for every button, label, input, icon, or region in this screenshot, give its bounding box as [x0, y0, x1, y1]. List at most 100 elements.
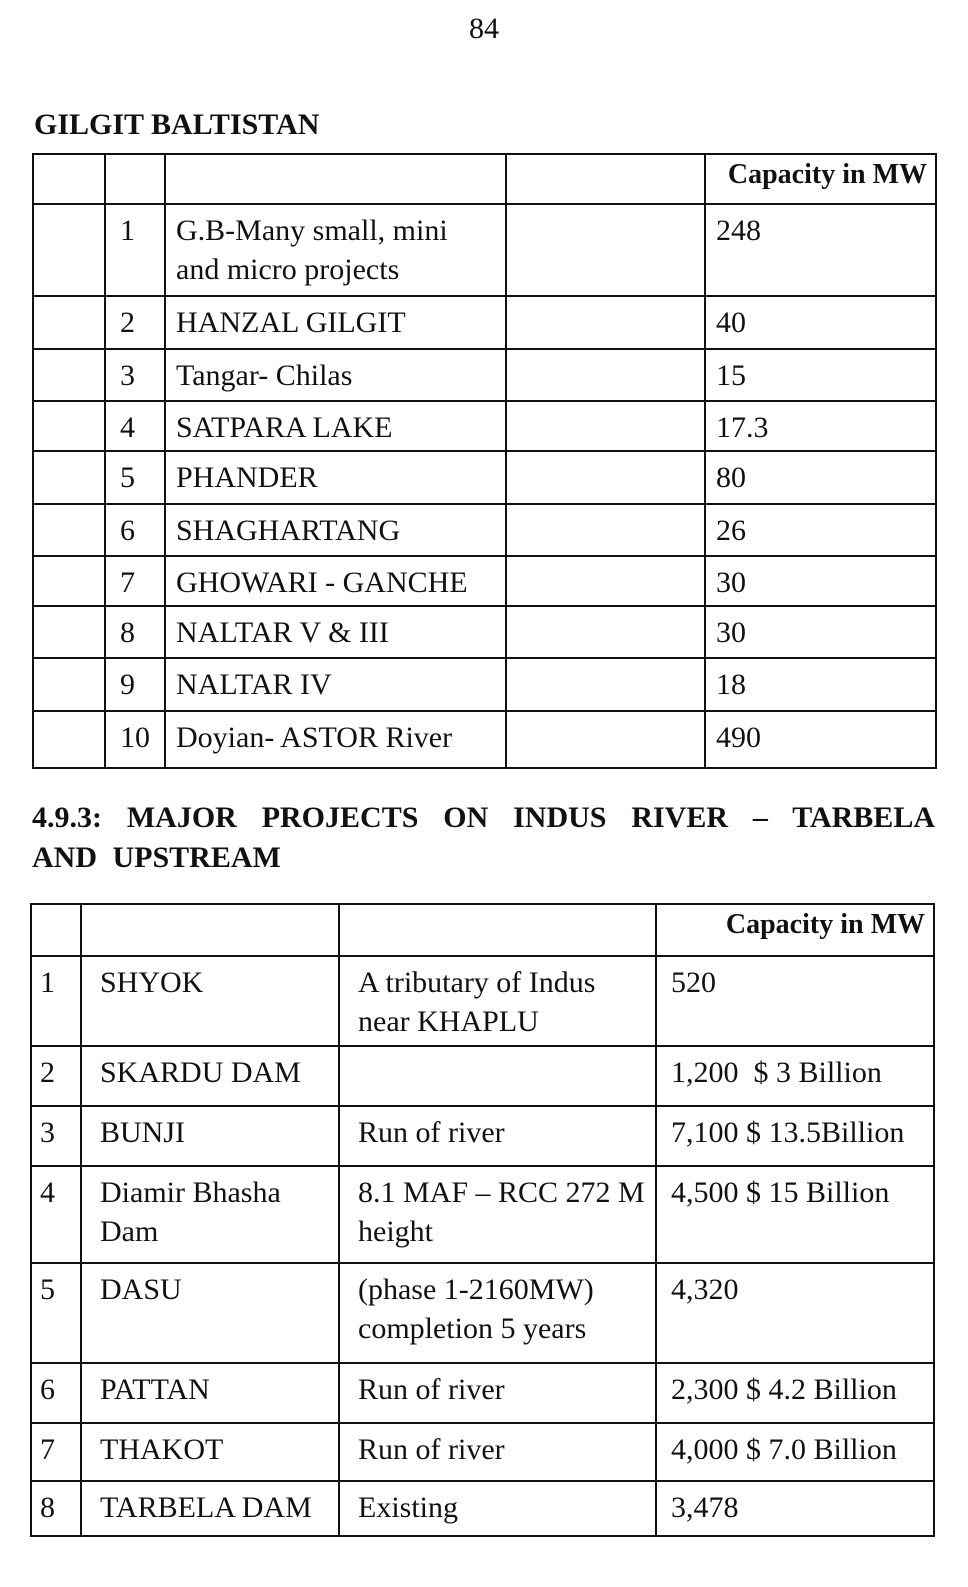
table-row: 4 Diamir Bhasha Dam 8.1 MAF – RCC 272 M …	[30, 1165, 935, 1264]
project-note: (phase 1-2160MW) completion 5 years	[338, 1262, 657, 1364]
table-row: 1 G.B-Many small, mini and micro project…	[32, 203, 937, 297]
project-note	[505, 657, 706, 712]
project-name: Tangar- Chilas	[164, 348, 507, 402]
project-name: SHAGHARTANG	[164, 503, 507, 557]
row-number: 7	[30, 1422, 82, 1482]
blank-cell	[32, 503, 106, 557]
table-row: 6 PATTAN Run of river 2,300 $ 4.2 Billio…	[30, 1362, 935, 1424]
capacity-value: 30	[704, 605, 937, 659]
capacity-value: 40	[704, 295, 937, 350]
row-number: 4	[104, 400, 166, 452]
project-note: Run of river	[338, 1362, 657, 1424]
project-name: SKARDU DAM	[80, 1045, 340, 1107]
row-number: 5	[30, 1262, 82, 1364]
blank-cell	[32, 400, 106, 452]
project-name: DASU	[80, 1262, 340, 1364]
capacity-value: 248	[704, 203, 937, 297]
capacity-value: 17.3	[704, 400, 937, 452]
table-row: 2 SKARDU DAM 1,200 $ 3 Billion	[30, 1045, 935, 1107]
capacity-value: 18	[704, 657, 937, 712]
project-name: NALTAR IV	[164, 657, 507, 712]
capacity-value: 4,320	[655, 1262, 935, 1364]
row-number: 8	[104, 605, 166, 659]
table-row: 4 SATPARA LAKE 17.3	[32, 400, 937, 452]
blank-cell	[32, 710, 106, 769]
table-row: 5 DASU (phase 1-2160MW) completion 5 yea…	[30, 1262, 935, 1364]
table-row: 6 SHAGHARTANG 26	[32, 503, 937, 557]
table-row: 8 NALTAR V & III 30	[32, 605, 937, 659]
project-name: Doyian- ASTOR River	[164, 710, 507, 769]
row-number: 1	[30, 955, 82, 1047]
project-name: GHOWARI - GANCHE	[164, 555, 507, 607]
row-number: 9	[104, 657, 166, 712]
project-note: 8.1 MAF – RCC 272 M height	[338, 1165, 657, 1264]
project-name: BUNJI	[80, 1105, 340, 1167]
project-name: Diamir Bhasha Dam	[80, 1165, 340, 1264]
row-number: 4	[30, 1165, 82, 1264]
blank-cell	[32, 450, 106, 505]
project-name: NALTAR V & III	[164, 605, 507, 659]
table-row: 10 Doyian- ASTOR River 490	[32, 710, 937, 769]
project-note	[505, 348, 706, 402]
row-number: 6	[30, 1362, 82, 1424]
project-name: SHYOK	[80, 955, 340, 1047]
project-name: TARBELA DAM	[80, 1480, 340, 1537]
capacity-value: 3,478	[655, 1480, 935, 1537]
table-header-row: Capacity in MW	[30, 903, 935, 957]
row-number: 6	[104, 503, 166, 557]
project-note	[505, 605, 706, 659]
project-name: SATPARA LAKE	[164, 400, 507, 452]
blank-cell	[32, 605, 106, 659]
project-note	[505, 555, 706, 607]
row-number: 10	[104, 710, 166, 769]
project-note	[505, 203, 706, 297]
capacity-value: 30	[704, 555, 937, 607]
project-name: PATTAN	[80, 1362, 340, 1424]
table-row: 9 NALTAR IV 18	[32, 657, 937, 712]
blank-cell	[32, 203, 106, 297]
row-number: 2	[30, 1045, 82, 1107]
project-note: Run of river	[338, 1105, 657, 1167]
project-note	[505, 450, 706, 505]
project-name: PHANDER	[164, 450, 507, 505]
section-heading-gilgit-baltistan: GILGIT BALTISTAN	[34, 108, 320, 141]
project-name: THAKOT	[80, 1422, 340, 1482]
capacity-value: 7,100 $ 13.5Billion	[655, 1105, 935, 1167]
row-number: 2	[104, 295, 166, 350]
project-name: G.B-Many small, mini and micro projects	[164, 203, 507, 297]
capacity-header: Capacity in MW	[655, 903, 935, 957]
capacity-value: 15	[704, 348, 937, 402]
capacity-value: 490	[704, 710, 937, 769]
table-header-row: Capacity in MW	[32, 153, 937, 205]
project-note	[505, 710, 706, 769]
blank-cell	[32, 348, 106, 402]
project-note	[505, 295, 706, 350]
row-number: 1	[104, 203, 166, 297]
capacity-header: Capacity in MW	[704, 153, 937, 205]
row-number: 7	[104, 555, 166, 607]
capacity-value: 26	[704, 503, 937, 557]
capacity-value: 520	[655, 955, 935, 1047]
row-number: 3	[104, 348, 166, 402]
table-row: 8 TARBELA DAM Existing 3,478	[30, 1480, 935, 1537]
blank-cell	[32, 555, 106, 607]
project-note	[505, 503, 706, 557]
capacity-value: 4,500 $ 15 Billion	[655, 1165, 935, 1264]
row-number: 5	[104, 450, 166, 505]
row-number: 3	[30, 1105, 82, 1167]
project-note	[338, 1045, 657, 1107]
project-note: Existing	[338, 1480, 657, 1537]
project-note	[505, 400, 706, 452]
table-row: 1 SHYOK A tributary of Indus near KHAPLU…	[30, 955, 935, 1047]
table-row: 3 Tangar- Chilas 15	[32, 348, 937, 402]
section-heading-indus-projects: 4.9.3: MAJOR PROJECTS ON INDUS RIVER – T…	[32, 801, 935, 874]
table-row: 7 THAKOT Run of river 4,000 $ 7.0 Billio…	[30, 1422, 935, 1482]
indus-projects-table: Capacity in MW 1 SHYOK A tributary of In…	[30, 903, 935, 1537]
blank-cell	[32, 295, 106, 350]
project-note: A tributary of Indus near KHAPLU	[338, 955, 657, 1047]
project-name: HANZAL GILGIT	[164, 295, 507, 350]
capacity-value: 4,000 $ 7.0 Billion	[655, 1422, 935, 1482]
capacity-value: 1,200 $ 3 Billion	[655, 1045, 935, 1107]
page-number: 84	[469, 12, 499, 45]
row-number: 8	[30, 1480, 82, 1537]
